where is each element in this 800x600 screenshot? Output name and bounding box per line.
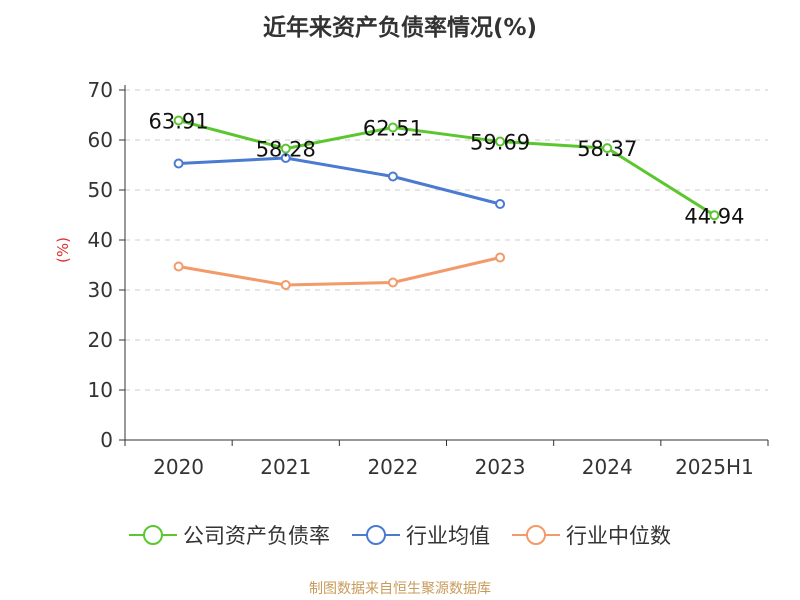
- data-label: 59.69: [470, 131, 530, 155]
- data-point: [173, 261, 184, 272]
- y-tick-label: 60: [88, 128, 113, 152]
- data-point: [280, 280, 291, 290]
- legend-label: 行业中位数: [566, 524, 671, 548]
- series-line: [178, 118, 716, 217]
- data-point: [602, 143, 613, 154]
- y-tick-label: 10: [88, 378, 113, 402]
- legend-item[interactable]: 行业中位数: [512, 520, 671, 550]
- data-point: [173, 158, 184, 169]
- data-label: 58.28: [256, 138, 316, 162]
- data-point: [387, 277, 398, 288]
- data-label: 62.51: [363, 116, 423, 140]
- legend-marker: [512, 525, 560, 545]
- x-tick-label: 2024: [582, 455, 633, 479]
- y-axis-label: (%): [54, 237, 72, 263]
- legend-marker: [352, 525, 400, 545]
- data-point: [495, 136, 506, 147]
- legend-item[interactable]: 公司资产负债率: [129, 520, 330, 550]
- y-tick-label: 40: [88, 228, 113, 252]
- y-tick-label: 30: [88, 278, 113, 302]
- legend-item[interactable]: 行业均值: [352, 520, 490, 550]
- legend-label: 公司资产负债率: [183, 524, 330, 548]
- series-lines: [173, 115, 720, 290]
- data-point: [387, 122, 398, 133]
- legend: 公司资产负债率 行业均值 行业中位数: [0, 520, 800, 550]
- y-tick-label: 50: [88, 178, 113, 202]
- data-point: [495, 252, 506, 263]
- data-point: [280, 143, 291, 154]
- x-tick-label: 2023: [475, 455, 526, 479]
- data-point: [709, 210, 720, 221]
- x-tick-label: 2022: [367, 455, 418, 479]
- series-line: [178, 256, 501, 287]
- data-label: 44.94: [684, 204, 744, 228]
- x-tick-label: 2025H1: [675, 455, 754, 479]
- y-tick-label: 0: [100, 428, 113, 452]
- axes: 0 10 20 30 40 50 60 70 2020 2021 2022 2023 2024 2025H…: [54, 78, 769, 479]
- legend-marker: [129, 525, 177, 545]
- data-labels: 63.91 58.28 62.51 59.69 58.37 44.94: [149, 109, 745, 228]
- data-label: 58.37: [577, 137, 637, 161]
- data-point: [387, 171, 398, 182]
- data-point: [280, 153, 291, 163]
- chart-title: 近年来资产负债率情况(%): [262, 15, 538, 41]
- data-label: 63.91: [149, 109, 209, 133]
- data-point: [495, 199, 506, 209]
- data-point: [173, 115, 184, 126]
- series-line: [178, 156, 501, 206]
- y-tick-label: 20: [88, 328, 113, 352]
- x-tick-label: 2020: [153, 455, 204, 479]
- source-note: 制图数据来自恒生聚源数据库: [309, 581, 491, 597]
- y-tick-label: 70: [88, 78, 113, 102]
- x-tick-label: 2021: [260, 455, 311, 479]
- legend-label: 行业均值: [406, 524, 490, 548]
